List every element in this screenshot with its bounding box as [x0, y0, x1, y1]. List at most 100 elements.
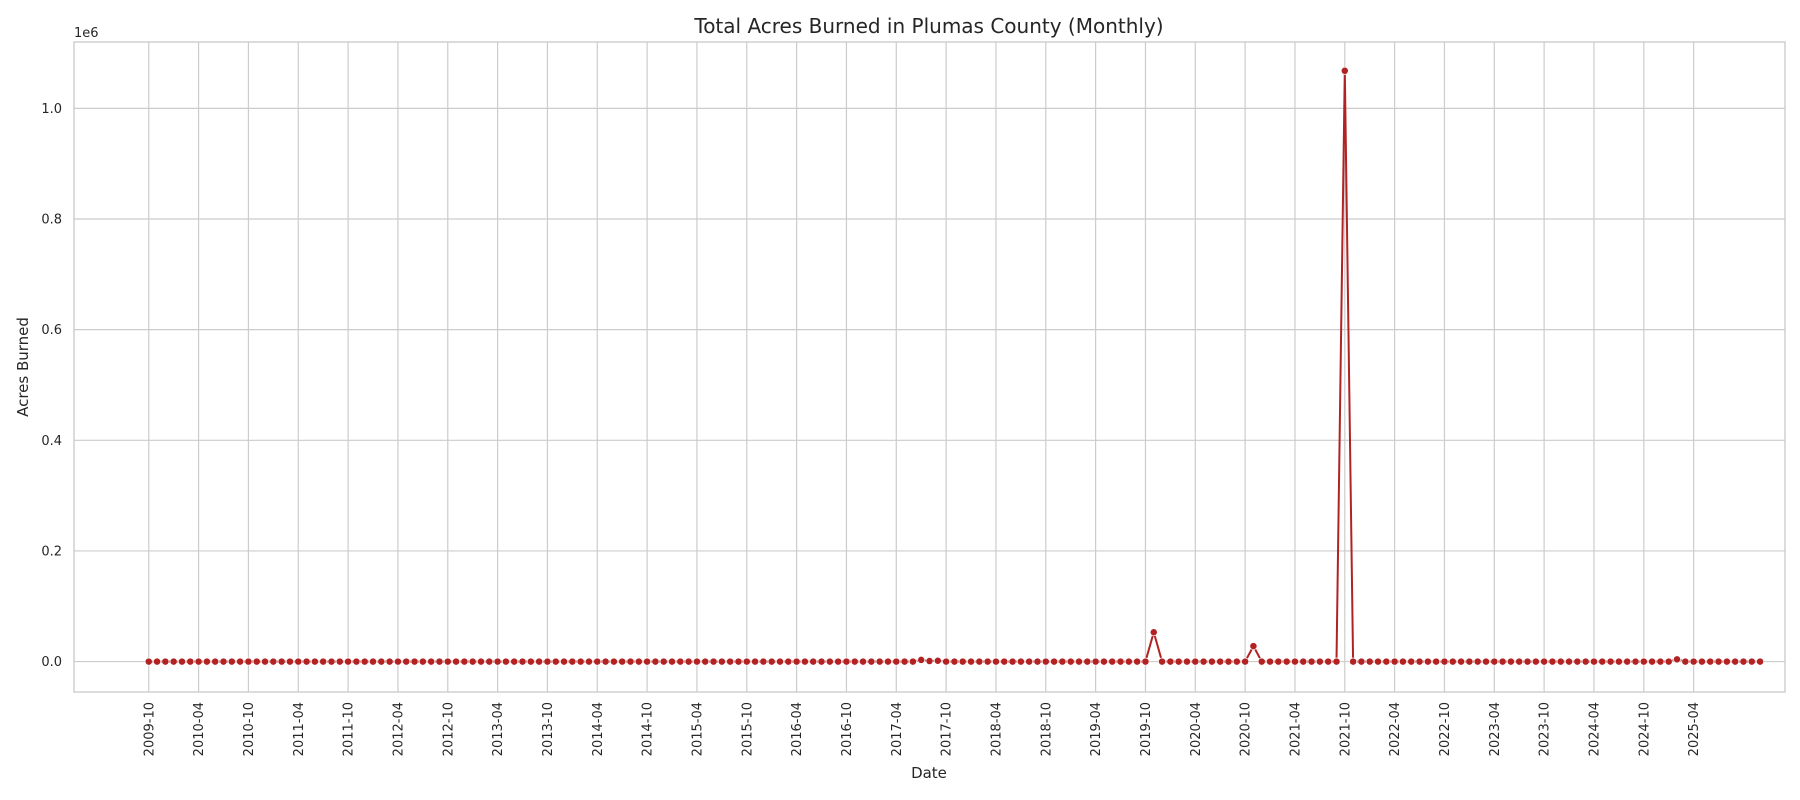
data-point: [277, 657, 286, 666]
data-point: [1191, 657, 1200, 666]
data-point: [153, 657, 162, 666]
data-point: [1689, 657, 1698, 666]
data-point: [1415, 657, 1424, 666]
data-point: [211, 657, 220, 666]
x-tick-label: 2017-04: [890, 702, 905, 756]
data-point: [1324, 657, 1333, 666]
data-point: [983, 657, 992, 666]
y-tick-label: 0.8: [41, 213, 62, 228]
data-point: [1241, 657, 1250, 666]
data-point: [867, 657, 876, 666]
data-point: [543, 657, 552, 666]
data-point: [1232, 657, 1241, 666]
data-point: [144, 657, 153, 666]
data-point: [1548, 657, 1557, 666]
data-point: [908, 657, 917, 666]
data-point: [1158, 657, 1167, 666]
series-layer: [144, 66, 1765, 666]
x-tick-label: 2016-10: [840, 702, 855, 756]
data-point: [1739, 657, 1748, 666]
y-tick-label: 0.0: [41, 655, 62, 670]
data-point: [1315, 657, 1324, 666]
x-tick-label: 2018-10: [1039, 702, 1054, 756]
data-point: [319, 657, 328, 666]
data-point: [194, 657, 203, 666]
x-tick-label: 2012-10: [441, 702, 456, 756]
data-point: [1332, 657, 1341, 666]
data-point: [1697, 657, 1706, 666]
data-point: [1756, 657, 1765, 666]
data-point: [825, 657, 834, 666]
x-tick-label: 2010-04: [192, 702, 207, 756]
x-tick-label: 2011-10: [342, 702, 357, 756]
data-point: [286, 657, 294, 666]
data-point: [261, 657, 269, 666]
data-point: [227, 657, 236, 666]
data-point: [236, 657, 245, 666]
data-point: [202, 657, 211, 666]
data-point: [1407, 657, 1416, 666]
data-point: [1174, 657, 1183, 666]
data-point: [468, 657, 477, 666]
data-point: [892, 657, 901, 666]
data-point: [435, 657, 444, 666]
data-point: [800, 657, 809, 666]
data-point: [593, 657, 602, 666]
x-tick-label: 2025-04: [1687, 702, 1702, 756]
data-point: [850, 657, 859, 666]
y-tick-label: 0.6: [41, 323, 62, 338]
data-point: [1166, 657, 1175, 666]
data-point: [958, 657, 967, 666]
data-point: [759, 657, 768, 666]
data-point: [1598, 657, 1607, 666]
tick-labels: 0.0 0.2 0.4 0.6 0.8 1.0 2009-10 2010-04 2010-10 2…: [41, 102, 1702, 756]
data-point: [1000, 657, 1009, 666]
data-point: [551, 657, 560, 666]
data-point: [302, 657, 311, 666]
x-tick-label: 2023-10: [1538, 702, 1553, 756]
data-point: [692, 657, 701, 666]
data-point: [1199, 657, 1208, 666]
data-point: [1581, 657, 1590, 666]
data-point: [1025, 657, 1034, 666]
data-point: [535, 657, 544, 666]
data-point: [1033, 657, 1042, 666]
x-tick-label: 2015-10: [740, 702, 755, 756]
data-point: [352, 657, 361, 666]
x-tick-label: 2018-04: [989, 702, 1004, 756]
data-point: [402, 657, 411, 666]
data-point: [1664, 657, 1673, 666]
data-point: [269, 657, 278, 666]
data-point: [360, 657, 369, 666]
data-point: [568, 657, 577, 666]
data-point: [609, 657, 618, 666]
data-point: [310, 657, 319, 666]
data-point: [385, 657, 394, 666]
y-tick-label: 0.4: [41, 434, 62, 449]
data-point: [501, 657, 510, 666]
data-point: [1016, 657, 1025, 666]
data-point: [585, 657, 593, 666]
data-point: [1681, 657, 1690, 666]
x-tick-label: 2020-10: [1239, 702, 1254, 756]
data-point: [751, 657, 760, 666]
data-point: [1008, 657, 1017, 666]
data-point: [1540, 657, 1549, 666]
data-point: [1490, 657, 1499, 666]
data-point: [1357, 657, 1366, 666]
data-point: [1050, 657, 1059, 666]
data-point: [942, 657, 951, 666]
x-tick-label: 2013-10: [541, 702, 556, 756]
data-point: [1722, 657, 1731, 666]
data-point: [1498, 657, 1507, 666]
x-tick-label: 2023-04: [1488, 702, 1503, 756]
data-point: [518, 657, 527, 666]
y-tick-label: 1.0: [41, 102, 62, 117]
data-point: [834, 657, 843, 666]
x-tick-label: 2022-10: [1438, 702, 1453, 756]
y-tick-label: 0.2: [41, 544, 62, 559]
data-point: [526, 657, 535, 666]
data-point: [1091, 657, 1100, 666]
data-point: [1523, 657, 1532, 666]
data-point: [178, 657, 186, 666]
